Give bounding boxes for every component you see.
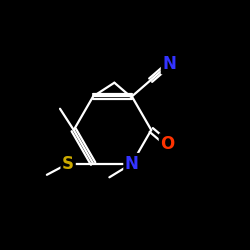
- Text: N: N: [162, 55, 176, 73]
- Text: N: N: [125, 154, 139, 172]
- Text: O: O: [160, 135, 174, 153]
- Text: S: S: [62, 154, 74, 172]
